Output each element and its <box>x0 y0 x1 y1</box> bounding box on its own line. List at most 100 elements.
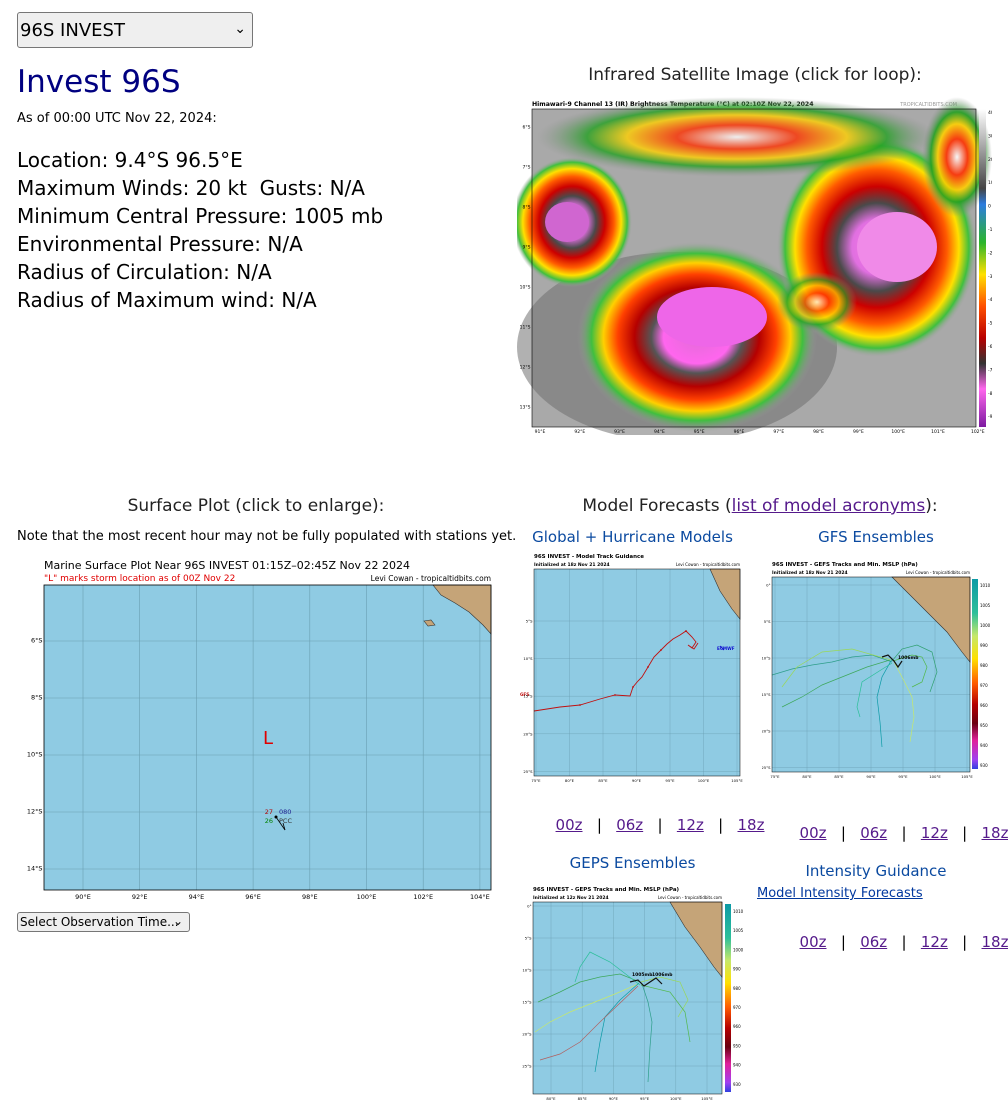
gefs-run-06z[interactable]: 06z <box>860 824 888 842</box>
global-run-00z[interactable]: 00z <box>555 816 583 834</box>
surface-plot-image[interactable]: Marine Surface Plot Near 96S INVEST 01:1… <box>17 555 495 905</box>
gefs-run-18z[interactable]: 18z <box>981 824 1008 842</box>
lat-tick-label: 15°S <box>522 1000 532 1005</box>
lat-tick-label: 0° <box>527 904 531 909</box>
lat-tick-label: 9°S <box>523 245 531 251</box>
intensity-title: Intensity Guidance <box>805 862 947 880</box>
lon-tick-label: 90°E <box>632 778 642 783</box>
gefs-run-links: 00z | 06z | 12z | 18z <box>799 824 1008 842</box>
lat-tick-label: 15°S <box>762 692 771 697</box>
global-label-ecmwf: ECMWF <box>717 646 735 651</box>
storm-location: Location: 9.4°S 96.5°E <box>17 148 243 172</box>
gefs-run-00z[interactable]: 00z <box>799 824 827 842</box>
colorbar-tick-label: 960 <box>733 1024 741 1029</box>
observation-time-value: Select Observation Time... <box>20 915 179 929</box>
lat-tick-label: 10°S <box>520 285 531 291</box>
surface-heading: Surface Plot (click to enlarge): <box>127 496 385 516</box>
global-models-image[interactable]: 96S INVEST - Model Track Guidance Initia… <box>520 549 745 784</box>
lon-tick-label: 100°E <box>670 1096 682 1101</box>
lat-tick-label: 5°S <box>526 619 533 624</box>
intensity-forecasts-link[interactable]: Model Intensity Forecasts <box>757 886 923 901</box>
intensity-run-06z[interactable]: 06z <box>860 933 888 951</box>
intensity-run-12z[interactable]: 12z <box>920 933 948 951</box>
gefs-run-12z[interactable]: 12z <box>920 824 948 842</box>
lon-tick-label: 85°E <box>834 774 844 779</box>
svg-text:Levi Cowan - tropicaltidbits.c: Levi Cowan - tropicaltidbits.com <box>906 570 970 575</box>
colorbar-tick-label: 1010 <box>980 583 990 588</box>
intensity-run-links: 00z | 06z | 12z | 18z <box>799 933 1008 951</box>
storm-title: Invest 96S <box>17 64 181 100</box>
global-models-svg: 96S INVEST - Model Track Guidance Initia… <box>520 549 745 784</box>
lon-tick-label: 95°E <box>694 429 705 435</box>
lon-tick-label: 100°E <box>357 893 377 901</box>
svg-text:96S INVEST - Model Track Guida: 96S INVEST - Model Track Guidance <box>534 554 644 560</box>
lon-tick-label: 92°E <box>132 893 148 901</box>
lat-tick-label: 14°S <box>27 865 43 873</box>
lon-tick-label: 85°E <box>578 1096 588 1101</box>
surface-lon-labels: 90°E 92°E 94°E 96°E 98°E 100°E 102°E 104°E <box>75 893 490 901</box>
lon-tick-label: 75°E <box>531 778 541 783</box>
colorbar-tick-label: 970 <box>733 1005 741 1010</box>
storm-env-pressure: Environmental Pressure: N/A <box>17 232 303 256</box>
colorbar-tick-label: 10 <box>988 180 992 186</box>
colorbar-tick-label: 940 <box>980 743 988 748</box>
lon-tick-label: 80°E <box>546 1096 556 1101</box>
model-acronyms-link[interactable]: list of model acronyms <box>731 496 926 516</box>
surface-ocean <box>44 585 491 890</box>
lon-tick-label: 95°E <box>898 774 908 779</box>
lon-tick-label: 100°E <box>891 429 905 435</box>
lon-tick-label: 96°E <box>245 893 261 901</box>
colorbar-tick-label: -50 <box>988 321 992 327</box>
lon-tick-label: 102°E <box>971 429 985 435</box>
svg-text:96S INVEST - GEFS Tracks and M: 96S INVEST - GEFS Tracks and Min. MSLP (… <box>772 562 918 568</box>
intensity-run-00z[interactable]: 00z <box>799 933 827 951</box>
lat-tick-label: 25°S <box>523 769 533 774</box>
colorbar-tick-label: -80 <box>988 391 992 397</box>
lon-tick-label: 99°E <box>853 429 864 435</box>
storm-select-value: 96S INVEST <box>20 19 125 41</box>
lat-tick-label: 6°S <box>31 637 43 645</box>
colorbar-tick-label: 940 <box>733 1063 741 1068</box>
chevron-down-icon: ⌄ <box>172 914 183 928</box>
surface-plot-title: Marine Surface Plot Near 96S INVEST 01:1… <box>44 559 410 572</box>
lon-tick-label: 90°E <box>609 1096 619 1101</box>
colorbar-tick-label: 930 <box>733 1082 741 1087</box>
colorbar-tick-label: 950 <box>733 1043 741 1048</box>
lat-tick-label: 5°S <box>764 619 771 624</box>
global-run-12z[interactable]: 12z <box>676 816 704 834</box>
lon-tick-label: 102°E <box>413 893 433 901</box>
lat-tick-label: 15°S <box>523 694 533 699</box>
lat-tick-label: 12°S <box>27 808 43 816</box>
storm-select[interactable]: 96S INVEST ⌄ <box>17 12 253 48</box>
lat-tick-label: 10°S <box>762 656 771 661</box>
lon-tick-label: 97°E <box>773 429 784 435</box>
svg-text:080: 080 <box>279 808 291 816</box>
geps-svg: 96S INVEST - GEPS Tracks and Min. MSLP (… <box>520 882 745 1102</box>
observation-time-select[interactable]: Select Observation Time... ⌄ <box>17 912 190 932</box>
lat-tick-label: 25°S <box>522 1064 532 1069</box>
lat-tick-label: 5°S <box>525 936 532 941</box>
lon-tick-label: 100°E <box>698 778 710 783</box>
surface-lat-labels: 6°S 8°S 10°S 12°S 14°S <box>27 637 43 873</box>
svg-text:Levi Cowan - tropicaltidbits.c: Levi Cowan - tropicaltidbits.com <box>676 562 740 567</box>
satellite-image[interactable]: Himawari-9 Channel 13 (IR) Brightness Te… <box>512 97 995 442</box>
satellite-lat-labels: 6°S 7°S 8°S 9°S 10°S 11°S 12°S 13°S <box>520 125 531 411</box>
lat-tick-label: 0° <box>766 583 770 588</box>
intensity-run-18z[interactable]: 18z <box>981 933 1008 951</box>
gefs-image[interactable]: 96S INVEST - GEFS Tracks and Min. MSLP (… <box>761 557 991 782</box>
colorbar-tick-label: -40 <box>988 297 992 303</box>
satellite-heading: Infrared Satellite Image (click for loop… <box>588 65 922 85</box>
geps-image[interactable]: 96S INVEST - GEPS Tracks and Min. MSLP (… <box>520 882 745 1102</box>
lon-tick-label: 105°E <box>961 774 973 779</box>
colorbar-tick-label: 40 <box>988 110 992 116</box>
colorbar-tick-label: 1000 <box>980 623 990 628</box>
global-run-18z[interactable]: 18z <box>737 816 765 834</box>
satellite-credit: TROPICALTIDBITS.COM <box>899 102 957 108</box>
lat-tick-label: 6°S <box>523 125 531 131</box>
global-run-06z[interactable]: 06z <box>616 816 644 834</box>
chevron-down-icon: ⌄ <box>234 21 246 37</box>
storm-winds: Maximum Winds: 20 kt Gusts: N/A <box>17 176 365 200</box>
colorbar-tick-label: 950 <box>980 723 988 728</box>
colorbar-tick-label: 20 <box>988 157 992 163</box>
colorbar-tick-label: -90 <box>988 414 992 420</box>
